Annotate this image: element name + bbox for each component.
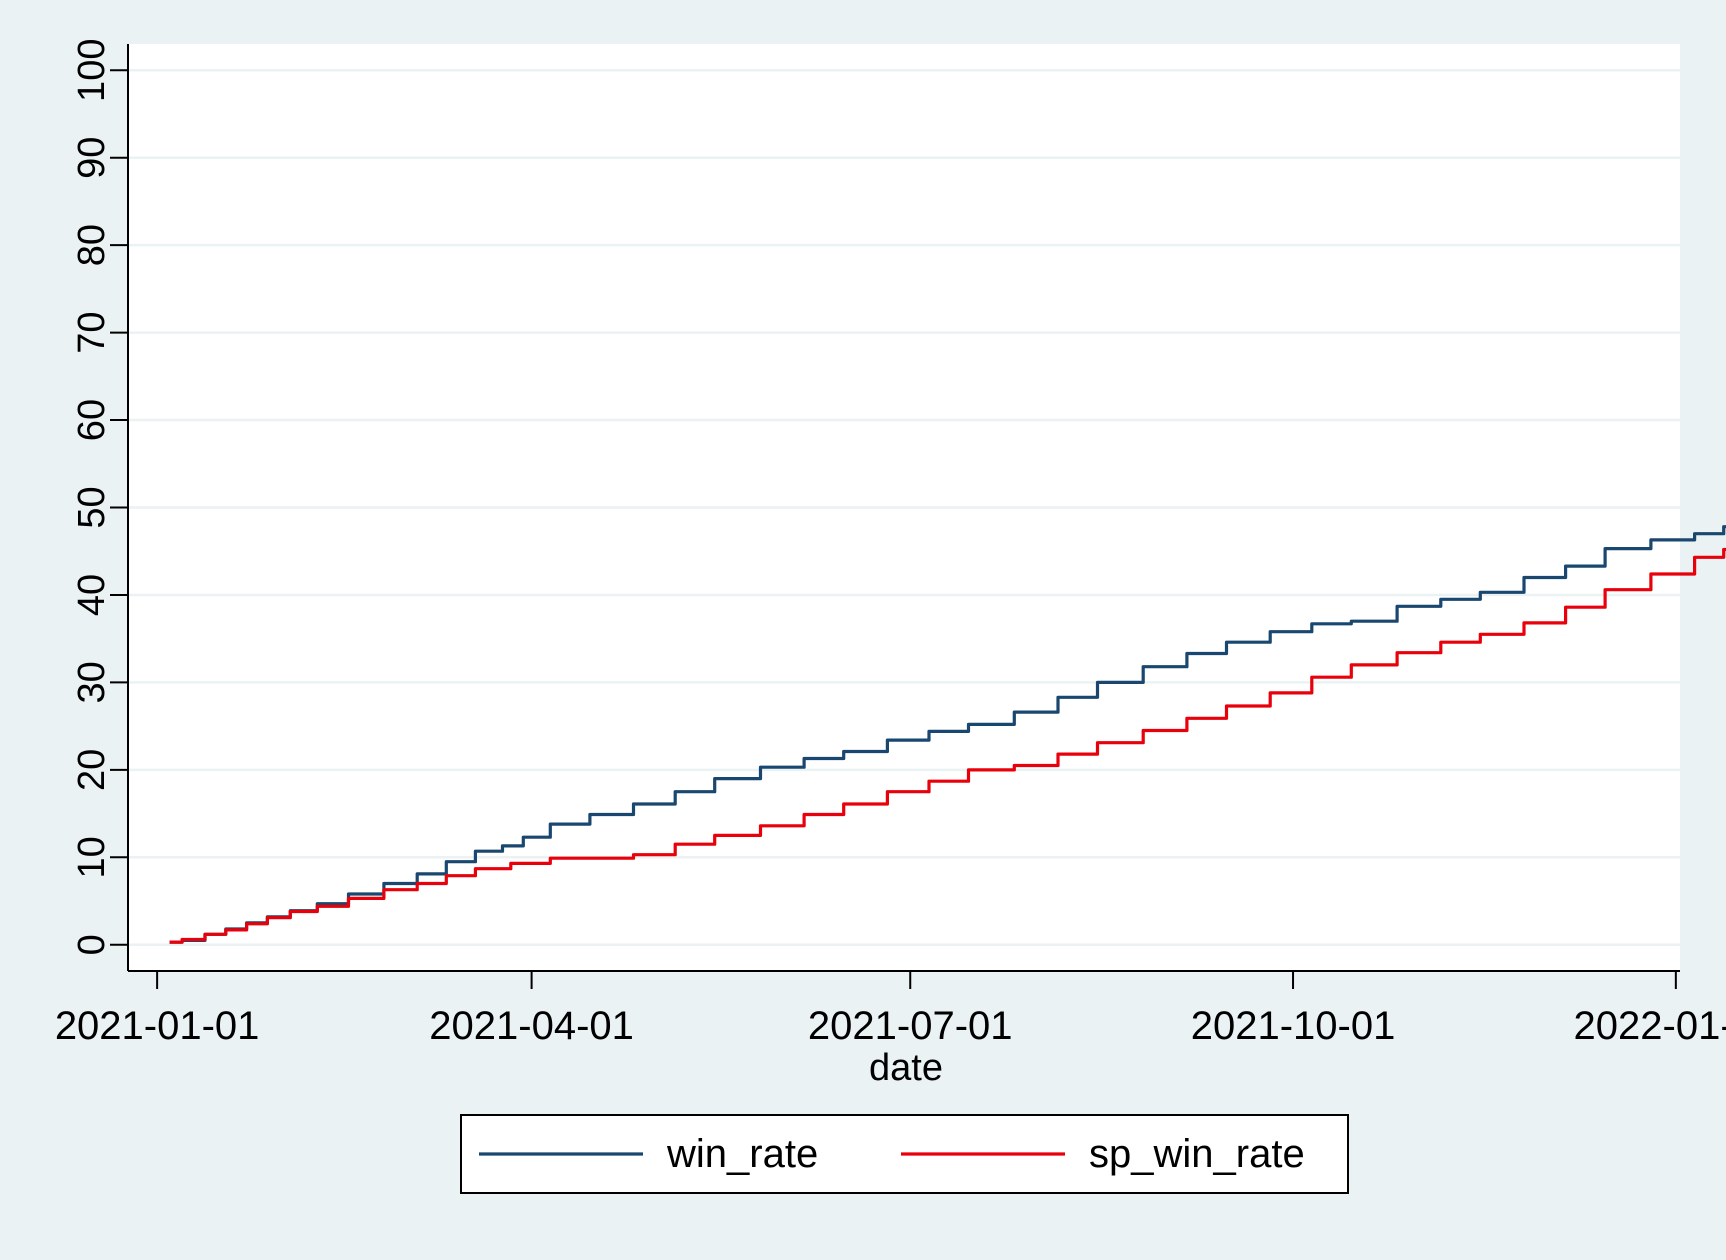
- series-line-win-rate: [169, 525, 1726, 944]
- y-tick-label: 40: [71, 574, 113, 616]
- x-tick-label: 2021-07-01: [808, 1004, 1013, 1048]
- legend: win_rate sp_win_rate: [460, 1114, 1349, 1194]
- y-tick-label: 100: [71, 39, 113, 102]
- y-tick-label: 30: [71, 661, 113, 703]
- y-tick-label: 0: [71, 934, 113, 955]
- y-tick-label: 60: [71, 399, 113, 441]
- series-line-sp-win-rate: [169, 547, 1726, 944]
- x-tick-label: 2021-01-01: [55, 1004, 260, 1048]
- legend-label-win-rate: win_rate: [666, 1132, 818, 1176]
- series-group: [169, 525, 1726, 944]
- y-tick-label: 50: [71, 486, 113, 528]
- y-tick-label: 70: [71, 311, 113, 353]
- y-tick-label: 10: [71, 836, 113, 878]
- y-tick-label: 20: [71, 749, 113, 791]
- x-tick-label: 2021-10-01: [1191, 1004, 1396, 1048]
- y-tick-label: 90: [71, 137, 113, 179]
- x-axis-label: date: [869, 1047, 943, 1089]
- grid-lines: [128, 68, 1680, 947]
- y-tick-label: 80: [71, 224, 113, 266]
- x-tick-label: 2021-04-01: [429, 1004, 634, 1048]
- legend-label-sp-win-rate: sp_win_rate: [1089, 1132, 1305, 1176]
- x-tick-label: 2022-01-01: [1574, 1004, 1726, 1048]
- axes: 0 10 20 30 40 50 60 70 80 90 100 2021-01-01 2021-04-…: [55, 39, 1726, 1048]
